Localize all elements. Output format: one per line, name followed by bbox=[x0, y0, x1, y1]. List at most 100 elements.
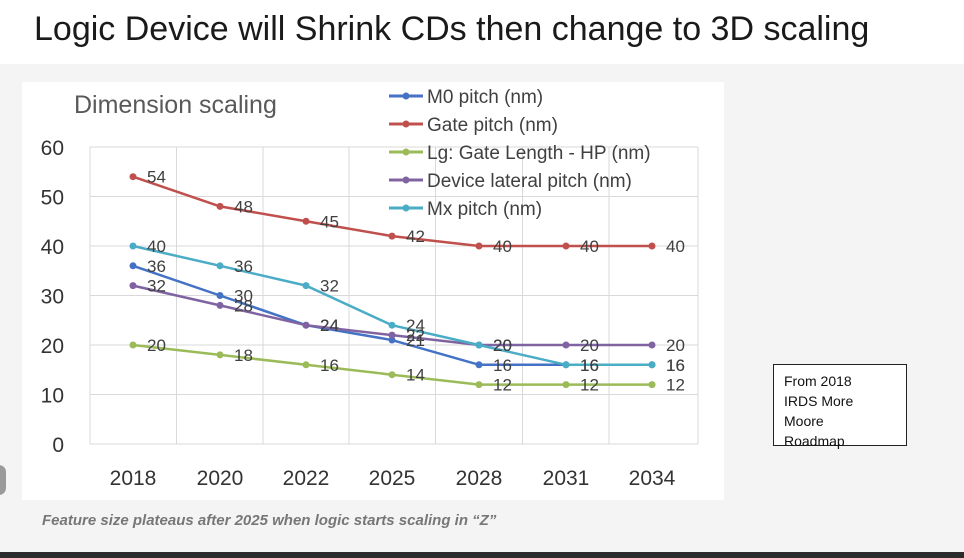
data-label: 16 bbox=[580, 356, 599, 375]
series-point-1-3 bbox=[388, 232, 396, 240]
x-tick-label: 2034 bbox=[629, 467, 676, 490]
series-point-3-6 bbox=[648, 341, 656, 349]
y-tick-label: 10 bbox=[41, 385, 64, 408]
data-label: 40 bbox=[666, 237, 685, 256]
series-point-1-4 bbox=[475, 242, 483, 250]
data-label: 12 bbox=[580, 376, 599, 395]
slide-caption: Feature size plateaus after 2025 when lo… bbox=[42, 512, 497, 529]
data-label: 12 bbox=[493, 376, 512, 395]
data-label: 14 bbox=[406, 366, 425, 385]
legend-entry: Mx pitch (nm) bbox=[427, 199, 542, 220]
data-label: 16 bbox=[580, 356, 599, 375]
data-label: 28 bbox=[234, 296, 253, 315]
legend-marker-0 bbox=[402, 92, 410, 100]
series-point-2-2 bbox=[302, 361, 310, 369]
series-point-3-0 bbox=[129, 282, 137, 290]
data-label: 48 bbox=[234, 197, 253, 216]
x-tick-label: 2028 bbox=[456, 467, 503, 490]
data-label: 20 bbox=[580, 336, 599, 355]
data-label: 30 bbox=[234, 287, 253, 306]
x-tick-label: 2025 bbox=[369, 467, 416, 490]
series-point-2-5 bbox=[562, 381, 570, 389]
series-point-1-5 bbox=[562, 242, 570, 250]
data-label: 18 bbox=[234, 346, 253, 365]
series-point-2-4 bbox=[475, 381, 483, 389]
series-point-1-2 bbox=[302, 217, 310, 225]
series-point-3-5 bbox=[562, 341, 570, 349]
data-label: 45 bbox=[320, 212, 339, 231]
series-point-4-1 bbox=[216, 262, 224, 270]
data-label: 16 bbox=[666, 356, 685, 375]
data-label: 20 bbox=[493, 336, 512, 355]
data-label: 22 bbox=[406, 326, 425, 345]
side-scroll-tab[interactable] bbox=[0, 465, 6, 495]
y-tick-label: 0 bbox=[52, 434, 64, 457]
data-label: 16 bbox=[493, 356, 512, 375]
y-tick-label: 60 bbox=[41, 137, 64, 160]
series-point-4-3 bbox=[388, 321, 396, 329]
series-point-4-4 bbox=[475, 341, 483, 349]
series-point-4-0 bbox=[129, 242, 137, 250]
legend-marker-1 bbox=[402, 120, 410, 128]
data-label: 16 bbox=[320, 356, 339, 375]
series-point-0-0 bbox=[129, 262, 137, 270]
data-label: 24 bbox=[320, 316, 339, 335]
chart-title: Dimension scaling bbox=[74, 91, 277, 119]
source-line-1: From 2018 bbox=[784, 373, 852, 389]
legend-entry: Device lateral pitch (nm) bbox=[427, 171, 632, 192]
data-label: 24 bbox=[406, 316, 425, 335]
data-label: 16 bbox=[666, 356, 685, 375]
legend-entry: Lg: Gate Length - HP (nm) bbox=[427, 143, 651, 164]
series-point-0-4 bbox=[475, 361, 483, 369]
series-point-4-2 bbox=[302, 282, 310, 290]
chart-area bbox=[22, 82, 724, 500]
series-point-1-0 bbox=[129, 173, 137, 181]
legend-marker-4 bbox=[402, 204, 410, 212]
series-point-3-1 bbox=[216, 301, 224, 309]
bottom-bar bbox=[0, 552, 964, 558]
series-point-2-3 bbox=[388, 371, 396, 379]
series-point-0-3 bbox=[388, 336, 396, 344]
data-label: 40 bbox=[493, 237, 512, 256]
y-tick-label: 50 bbox=[41, 187, 64, 210]
data-label: 36 bbox=[234, 257, 253, 276]
source-line-4: Roadmap bbox=[784, 433, 845, 449]
series-point-1-1 bbox=[216, 202, 224, 210]
source-box: From 2018 IRDS More Moore Roadmap bbox=[773, 364, 907, 449]
series-point-2-6 bbox=[648, 381, 656, 389]
data-label: 21 bbox=[406, 331, 425, 350]
data-label: 42 bbox=[406, 227, 425, 246]
data-label: 36 bbox=[147, 257, 166, 276]
data-label: 20 bbox=[147, 336, 166, 355]
slide-title: Logic Device will Shrink CDs then change… bbox=[34, 10, 870, 48]
legend-entry: Gate pitch (nm) bbox=[427, 115, 558, 136]
data-label: 54 bbox=[147, 168, 166, 187]
series-point-3-2 bbox=[302, 321, 310, 329]
legend-entry: M0 pitch (nm) bbox=[427, 87, 543, 108]
source-line-2: IRDS More bbox=[784, 393, 854, 409]
x-tick-label: 2022 bbox=[283, 467, 330, 490]
data-label: 20 bbox=[666, 336, 685, 355]
series-point-4-6 bbox=[648, 361, 656, 369]
data-label: 40 bbox=[580, 237, 599, 256]
x-tick-label: 2020 bbox=[197, 467, 244, 490]
data-label: 40 bbox=[147, 237, 166, 256]
y-tick-label: 30 bbox=[41, 286, 64, 309]
x-tick-label: 2031 bbox=[543, 467, 590, 490]
legend-marker-3 bbox=[402, 176, 410, 184]
source-line-3: Moore bbox=[784, 413, 824, 429]
series-point-1-6 bbox=[648, 242, 656, 250]
data-label: 32 bbox=[320, 277, 339, 296]
series-point-4-5 bbox=[562, 361, 570, 369]
data-label: 32 bbox=[147, 277, 166, 296]
series-point-2-0 bbox=[129, 341, 137, 349]
series-point-0-1 bbox=[216, 292, 224, 299]
data-label: 12 bbox=[666, 376, 685, 395]
x-tick-label: 2018 bbox=[110, 467, 157, 490]
y-tick-label: 20 bbox=[41, 335, 64, 358]
series-point-3-3 bbox=[388, 331, 396, 339]
y-tick-label: 40 bbox=[41, 236, 64, 259]
data-label: 24 bbox=[320, 316, 339, 335]
data-label: 20 bbox=[493, 336, 512, 355]
